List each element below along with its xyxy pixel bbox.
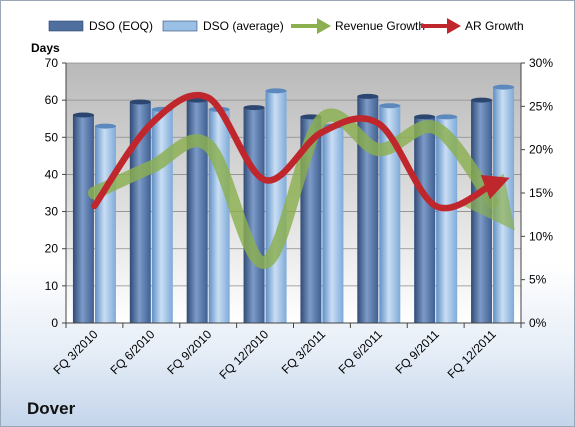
bar-dso-eoq-cap bbox=[414, 114, 436, 120]
legend-dso-average-label: DSO (average) bbox=[203, 19, 284, 33]
bar-dso-average-cap bbox=[265, 88, 287, 94]
company-name: Dover bbox=[27, 399, 76, 418]
bar-dso-eoq-cap bbox=[243, 105, 265, 111]
bar-dso-eoq bbox=[414, 116, 436, 323]
x-tick-label: FQ 12/2010 bbox=[216, 327, 271, 382]
y-tick-label: 40 bbox=[45, 167, 59, 181]
x-tick-label: FQ 3/2010 bbox=[51, 327, 101, 377]
legend-revenue-growth-swatch bbox=[291, 18, 331, 34]
legend-ar-growth-swatch bbox=[421, 18, 461, 34]
y-tick-label: 70 bbox=[45, 56, 59, 70]
bar-dso-eoq bbox=[72, 115, 94, 323]
x-tick-label: FQ 9/2010 bbox=[164, 327, 214, 377]
bar-dso-eoq bbox=[129, 102, 151, 323]
legend-dso-eoq-swatch bbox=[48, 20, 84, 32]
y-tick-label: 60 bbox=[45, 93, 59, 107]
y-tick-label: 10 bbox=[45, 279, 59, 293]
y-tick-label: 0 bbox=[51, 316, 58, 330]
bar-dso-average bbox=[94, 126, 116, 324]
x-tick-label: FQ 6/2010 bbox=[107, 327, 157, 377]
bar-dso-eoq-cap bbox=[129, 99, 151, 105]
legend-dso-average-swatch bbox=[162, 20, 198, 32]
legend-dso-eoq-label: DSO (EOQ) bbox=[89, 19, 153, 33]
bar-dso-average bbox=[379, 105, 401, 323]
legend-ar-growth-label: AR Growth bbox=[465, 19, 524, 33]
bar-dso-average bbox=[265, 90, 287, 323]
y2-tick-label: 25% bbox=[529, 99, 553, 113]
bar-dso-average-cap bbox=[436, 114, 458, 120]
y2-tick-label: 10% bbox=[529, 229, 553, 243]
x-tick-label: FQ 12/2011 bbox=[445, 327, 499, 381]
y2-tick-label: 20% bbox=[529, 143, 553, 157]
x-tick-label: FQ 6/2011 bbox=[336, 327, 386, 377]
bar-dso-average-cap bbox=[379, 103, 401, 109]
bar-dso-average-cap bbox=[493, 84, 515, 90]
bar-dso-eoq bbox=[243, 107, 265, 323]
bar-dso-average bbox=[151, 109, 173, 323]
x-tick-label: FQ 9/2011 bbox=[392, 327, 442, 377]
bar-dso-eoq-cap bbox=[357, 93, 379, 99]
legend-revenue-growth-label: Revenue Growth bbox=[335, 19, 425, 33]
bar-dso-average bbox=[436, 116, 458, 323]
x-tick-label: FQ 3/2011 bbox=[279, 327, 329, 377]
bar-dso-average-cap bbox=[94, 123, 116, 129]
legend: DSO (EOQ) DSO (average) Revenue Growth AR G… bbox=[48, 18, 524, 34]
y2-tick-label: 0% bbox=[529, 316, 547, 330]
bar-dso-eoq bbox=[471, 100, 493, 324]
y2-tick-label: 30% bbox=[529, 56, 553, 70]
bar-dso-eoq-cap bbox=[72, 112, 94, 118]
y-tick-label: 50 bbox=[45, 130, 59, 144]
bar-dso-average bbox=[322, 126, 344, 324]
bar-dso-eoq bbox=[186, 100, 208, 324]
y-axis-title: Days bbox=[31, 41, 60, 55]
y2-tick-label: 5% bbox=[529, 273, 547, 287]
line-revenue-growth bbox=[87, 108, 515, 269]
line-ar-growth bbox=[91, 91, 510, 212]
y-tick-label: 20 bbox=[45, 242, 59, 256]
y2-tick-label: 15% bbox=[529, 186, 553, 200]
bar-dso-eoq-cap bbox=[471, 97, 493, 103]
y-tick-label: 30 bbox=[45, 205, 59, 219]
